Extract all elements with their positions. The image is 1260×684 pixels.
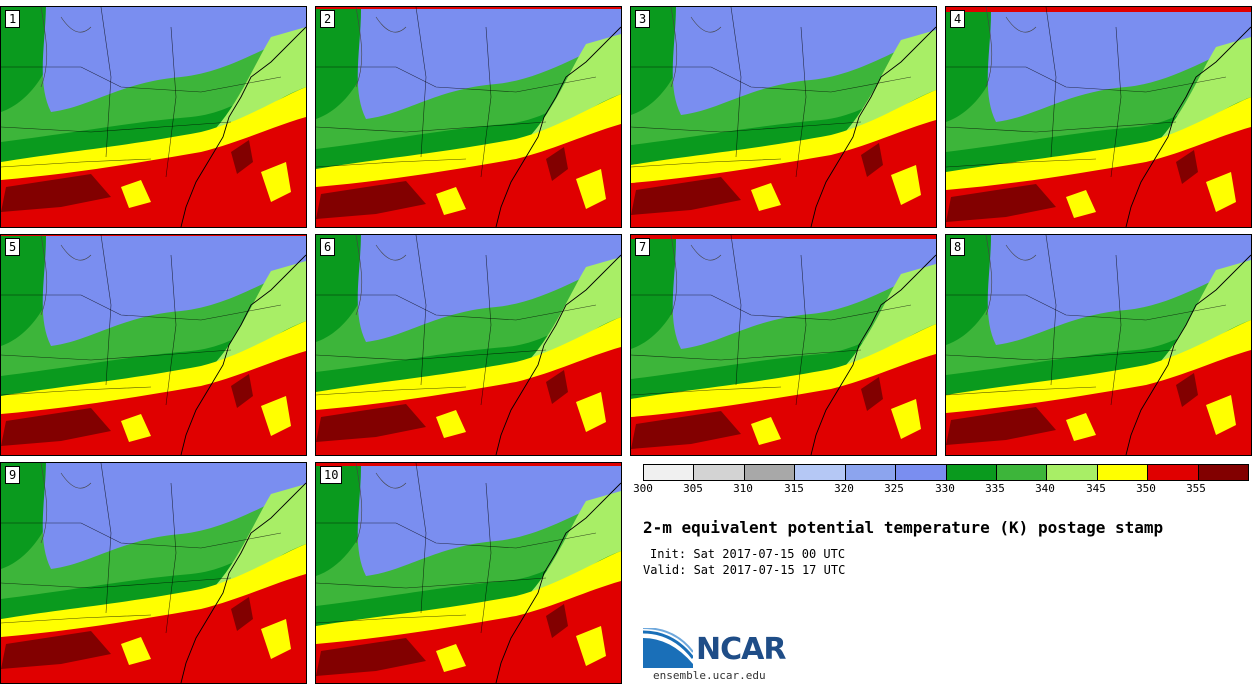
colorbar-segment [1148,465,1199,480]
member-label: 6 [320,238,336,256]
colorbar-segment [896,465,947,480]
theta-e-map [316,463,621,683]
colorbar [643,464,1249,481]
colorbar-tick: 330 [935,482,955,495]
colorbar-segment [694,465,745,480]
member-label: 10 [320,466,343,484]
member-label: 2 [320,10,336,28]
colorbar-segment [1097,465,1149,480]
ensemble-member-panel-4[interactable]: 4 [945,6,1252,228]
theta-e-map [1,235,306,455]
ncar-logo-text: NCAR [696,632,786,667]
theta-e-map [631,235,936,455]
ensemble-member-panel-10[interactable]: 10 [315,462,622,684]
init-time: Init: Sat 2017-07-15 00 UTC [650,547,846,561]
theta-e-map [946,7,1251,227]
colorbar-segment [644,465,695,480]
colorbar-segment [744,465,796,480]
ensemble-member-panel-7[interactable]: 7 [630,234,937,456]
colorbar-tick: 315 [784,482,804,495]
colorbar-segment [795,465,846,480]
ncar-logo[interactable]: NCAR [643,628,793,670]
ensemble-member-panel-3[interactable]: 3 [630,6,937,228]
colorbar-segment [845,465,897,480]
member-label: 5 [5,238,21,256]
member-label: 3 [635,10,651,28]
ensemble-member-panel-2[interactable]: 2 [315,6,622,228]
valid-time: Valid: Sat 2017-07-15 17 UTC [643,563,846,577]
colorbar-tick: 355 [1186,482,1206,495]
colorbar-tick: 320 [834,482,854,495]
theta-e-map [316,235,621,455]
ncar-logo-icon [643,628,693,668]
colorbar-tick: 350 [1136,482,1156,495]
ensemble-member-panel-5[interactable]: 5 [0,234,307,456]
ensemble-member-panel-9[interactable]: 9 [0,462,307,684]
member-label: 7 [635,238,651,256]
colorbar-segment [1198,465,1249,480]
member-label: 9 [5,466,21,484]
ensemble-member-panel-8[interactable]: 8 [945,234,1252,456]
member-label: 4 [950,10,966,28]
colorbar-tick: 325 [884,482,904,495]
theta-e-map [1,463,306,683]
ensemble-member-panel-1[interactable]: 1 [0,6,307,228]
member-label: 1 [5,10,21,28]
colorbar-tick: 345 [1086,482,1106,495]
colorbar-tick: 310 [733,482,753,495]
colorbar-tick: 305 [683,482,703,495]
ensemble-member-panel-6[interactable]: 6 [315,234,622,456]
colorbar-tick: 300 [633,482,653,495]
colorbar-segment [1047,465,1098,480]
theta-e-map [631,7,936,227]
colorbar-tick: 340 [1035,482,1055,495]
theta-e-map [946,235,1251,455]
theta-e-map [1,7,306,227]
colorbar-tick: 335 [985,482,1005,495]
chart-title: 2-m equivalent potential temperature (K)… [643,518,1164,537]
member-label: 8 [950,238,966,256]
colorbar-segment [946,465,997,480]
colorbar-segment [996,465,1048,480]
website-url[interactable]: ensemble.ucar.edu [653,669,766,682]
theta-e-map [316,7,621,227]
